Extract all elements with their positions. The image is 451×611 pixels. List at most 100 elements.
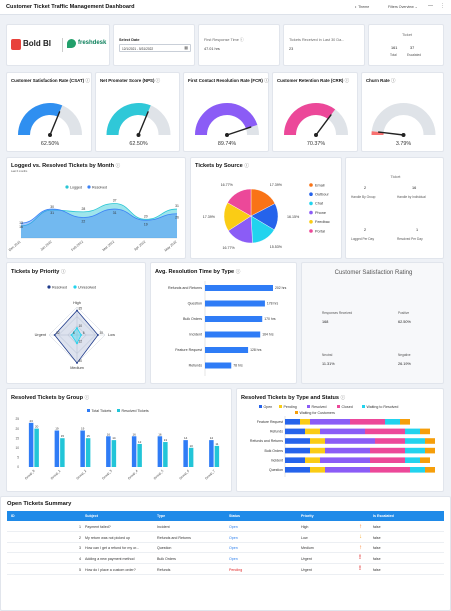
table-row[interactable]: 2 My return was not picked up Refunds and … — [7, 533, 444, 543]
gauge-title: Churn Rate ⓘ — [366, 78, 396, 83]
gauge-hub — [314, 133, 318, 137]
escalated-cell: false — [373, 535, 381, 540]
source-pie-chart: 17.39% 16.15% 15.53% 16.77% 17.39% 16.77% Emai… — [203, 183, 330, 250]
x-tick-label: Apr 2022 — [133, 240, 146, 252]
legend-swatch — [307, 405, 310, 408]
bar — [34, 428, 39, 467]
escalated-cell: false — [373, 546, 381, 551]
bar-data-label: 16 — [158, 432, 162, 436]
tickets-by-source-card: Tickets by Source ⓘ 17.39% 16.15% 15.53% 16… — [190, 157, 342, 259]
column-header[interactable]: Status — [229, 514, 240, 518]
column-header[interactable]: Type — [157, 514, 166, 518]
type-cell: Question — [157, 546, 172, 551]
legend-label: Unresolved — [78, 285, 96, 289]
column-header[interactable]: ID — [11, 514, 15, 518]
date-filter-label: Select Date — [119, 38, 140, 42]
legend-label: Resolved Tickets — [122, 409, 149, 413]
stacked-bar-segment — [285, 447, 310, 454]
filters-overview-button[interactable]: Filters Overview ⌄ — [388, 5, 418, 9]
gauge-card: Customer Retention Rate (CRR) ⓘ 70.37% — [272, 72, 358, 152]
y-tick-label: 5 — [17, 456, 19, 460]
received-value: 23 — [289, 47, 294, 51]
info-icon: ⓘ — [340, 395, 346, 400]
ticket-total-label: Total — [390, 53, 397, 57]
legend-label: Feedbac — [315, 220, 330, 224]
legend-swatch — [309, 201, 313, 206]
gauge-value: 62.50% — [129, 141, 147, 147]
legend-label: Resolved — [312, 405, 327, 409]
info-icon: ⓘ — [155, 78, 161, 83]
pie-data-label: 16.15% — [287, 215, 300, 219]
bar — [28, 422, 34, 467]
data-label: 19 — [144, 222, 148, 226]
legend-swatch — [309, 220, 313, 224]
data-label: 28 — [82, 207, 86, 211]
legend-label: Resolved — [52, 285, 67, 289]
resolution-time-title: Avg. Resolution Time by Type ⓘ — [155, 269, 241, 275]
radar-data-label: 30 — [100, 331, 104, 335]
legend-label: Email — [315, 183, 325, 187]
bar-data-label: 15 — [86, 434, 90, 438]
data-label: 20 — [144, 214, 148, 218]
logged-resolved-title: Logged vs. Resolved Tickets by Month ⓘ — [11, 163, 121, 169]
gauge-needle — [226, 126, 252, 136]
stacked-bar-segment — [285, 428, 305, 435]
pie-data-label: 17.39% — [270, 183, 283, 187]
legend-label: Closed — [342, 405, 353, 409]
stacked-bar-segment — [405, 428, 420, 435]
legend-label: Portal — [315, 229, 325, 233]
more-options-icon[interactable]: ⋮ — [440, 3, 445, 9]
radar-point — [70, 334, 73, 336]
by-group-title: Resolved Tickets by Group ⓘ — [11, 395, 90, 401]
theme-label: Theme — [358, 5, 370, 9]
column-header[interactable]: Subject — [85, 514, 98, 518]
chevron-down-icon: ⌄ — [413, 5, 418, 9]
data-label: 30 — [50, 205, 54, 209]
x-tick-label: Feb 2022 — [70, 240, 84, 252]
stacked-bar-segment — [285, 419, 300, 425]
legend-swatch — [337, 405, 340, 408]
legend-swatch — [47, 285, 51, 289]
radar-point — [76, 327, 78, 329]
priority-cell: Medium — [301, 546, 314, 551]
priority-title: Tickets by Priority ⓘ — [11, 269, 66, 275]
info-icon: ⓘ — [244, 163, 249, 168]
stacked-bar-segment — [320, 428, 365, 435]
x-tick-label: May 2022 — [164, 240, 178, 253]
gauge-hub — [401, 133, 406, 137]
y-tick-label: Bulk Orders — [265, 449, 284, 453]
gauge-title: First Contact Resolution Rate (FCR) ⓘ — [188, 78, 269, 83]
id-cell: 3 — [79, 546, 81, 551]
freshdesk-logo-text: freshdesk — [78, 40, 107, 46]
gauge-value: 62.50% — [41, 141, 59, 147]
legend-swatch — [295, 411, 298, 414]
stacked-bar-segment — [350, 419, 385, 425]
bar — [131, 436, 137, 467]
logo-card: Bold BI freshdesk — [6, 24, 110, 66]
calendar-icon[interactable]: ▦ — [184, 45, 188, 50]
y-tick-label: Bulk Orders — [183, 317, 202, 321]
column-header[interactable]: Priority — [301, 514, 314, 518]
satisfaction-rating-card: Customer Satisfaction Rating Responses R… — [301, 262, 444, 384]
logged-resolved-card: Logged vs. Resolved Tickets by Month ⓘ L… — [6, 157, 186, 259]
bar-data-label: 202 hrs — [275, 286, 287, 290]
radar-data-label: 35 — [79, 307, 83, 311]
bar-data-label: 170 hrs — [264, 317, 276, 321]
table-row[interactable]: 1 Payment failed? Incident Open High false ↑ — [7, 522, 444, 533]
theme-button[interactable]: ◐ Theme — [355, 5, 369, 9]
table-row[interactable]: 4 Adding a new payment method Bulk Orders O… — [7, 554, 444, 564]
bar-data-label: 14 — [184, 436, 188, 440]
table-row[interactable]: 3 How can I get a refund for my or... Ques… — [7, 543, 444, 554]
table-row[interactable]: 5 How do I place a custom order? Refunds Pe… — [7, 564, 444, 575]
info-icon: ⓘ — [235, 269, 241, 274]
resolution-time-card: Avg. Resolution Time by Type ⓘ Refunds a… — [150, 262, 297, 384]
tickets-by-priority-card: Tickets by Priority ⓘ Resolved Unresolved… — [6, 262, 146, 384]
minimize-icon[interactable]: — — [428, 3, 433, 9]
radar-data-label: 10 — [79, 324, 83, 328]
date-range-input[interactable]: 12/1/2021 - 5/31/2022 ▦ — [119, 44, 191, 52]
column-header[interactable]: Is Escalated — [373, 514, 394, 518]
stacked-bar-segment — [425, 467, 435, 473]
radar-axis-label: Low — [108, 333, 115, 337]
legend-swatch — [362, 405, 365, 408]
radar-data-label: 40 — [79, 359, 83, 363]
